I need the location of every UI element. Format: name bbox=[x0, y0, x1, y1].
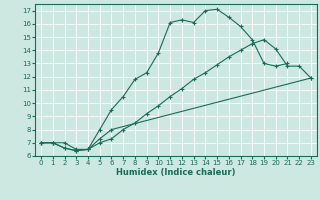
X-axis label: Humidex (Indice chaleur): Humidex (Indice chaleur) bbox=[116, 168, 236, 177]
